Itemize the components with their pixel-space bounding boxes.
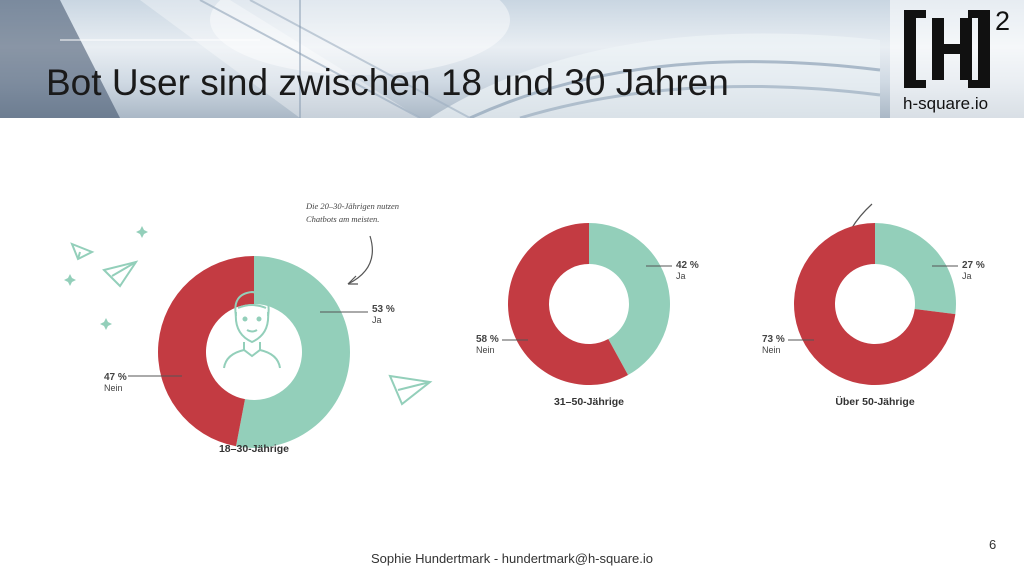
donut-charts: Die 20–30-Jährigen nutzen Chatbots am me… xyxy=(64,201,985,455)
donut-slice-nein xyxy=(794,223,956,385)
annotation-arrow xyxy=(347,235,373,285)
data-label-ja-name: Ja xyxy=(676,271,686,281)
donut-slice-ja xyxy=(236,256,350,448)
annotation-arrowhead xyxy=(347,275,358,285)
annotation-text-2: Chatbots am meisten. xyxy=(306,214,379,224)
logo-text: h-square.io xyxy=(903,94,989,113)
chart-title: 31–50-Jährige xyxy=(554,396,624,408)
donut-slice-ja xyxy=(589,223,670,375)
data-label-nein-percent: 73 % xyxy=(762,334,785,345)
paper-plane-icon xyxy=(388,374,433,406)
header-banner: Bot User sind zwischen 18 und 30 Jahren … xyxy=(0,0,1024,118)
slide-title: Bot User sind zwischen 18 und 30 Jahren xyxy=(46,62,729,103)
data-label-ja-percent: 27 % xyxy=(962,260,985,271)
data-label-ja-name: Ja xyxy=(372,315,382,325)
data-label-ja-percent: 42 % xyxy=(676,260,699,271)
data-label-nein-percent: 58 % xyxy=(476,334,499,345)
data-label-nein-name: Nein xyxy=(476,345,495,355)
star-icon xyxy=(136,226,148,238)
star-icon xyxy=(64,274,76,286)
h-square-logo-icon xyxy=(904,10,990,88)
paper-plane-icon xyxy=(102,260,139,288)
donut-slice-nein xyxy=(507,223,629,386)
logo xyxy=(890,0,1024,118)
donut-slice-nein xyxy=(157,256,254,447)
data-label-nein-name: Nein xyxy=(104,383,123,393)
data-label-nein-percent: 47 % xyxy=(104,372,127,383)
chart-title: Über 50-Jährige xyxy=(835,395,915,408)
annotation-text: Die 20–30-Jährigen nutzen xyxy=(305,201,399,211)
person-face-icon xyxy=(223,290,281,369)
page-number: 6 xyxy=(989,537,997,552)
footer-text: Sophie Hundertmark - hundertmark@h-squar… xyxy=(371,551,653,566)
data-label-ja-percent: 53 % xyxy=(372,304,395,315)
donut-slice-ja xyxy=(875,223,957,315)
star-icon xyxy=(100,318,112,330)
architecture-background xyxy=(0,0,881,118)
chart-title: 18–30-Jährige xyxy=(219,443,289,455)
paper-plane-icon xyxy=(70,242,95,261)
logo-superscript: 2 xyxy=(995,6,1011,36)
data-label-nein-name: Nein xyxy=(762,345,781,355)
data-label-ja-name: Ja xyxy=(962,271,972,281)
